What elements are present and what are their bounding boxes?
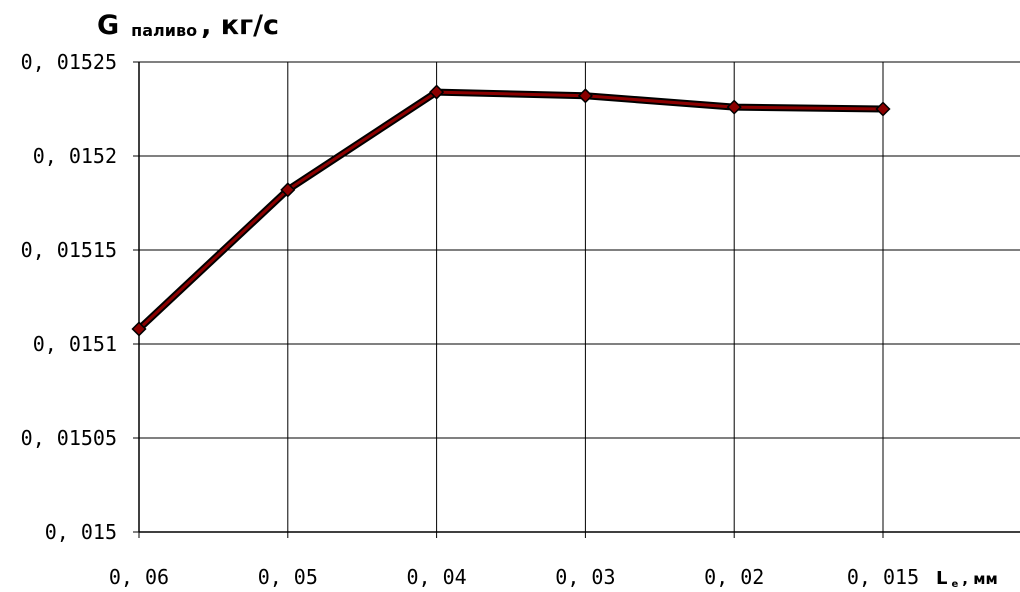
y-tick-labels: 0, 015 0, 01505 0, 0151 0, 01515 0, 0152 0, 0… xyxy=(21,50,117,544)
y-tick-label: 0, 01505 xyxy=(21,426,117,450)
grid xyxy=(133,61,1020,538)
series-line-outline xyxy=(136,88,884,332)
data-point-marker xyxy=(280,182,296,198)
data-point-marker xyxy=(875,101,891,117)
data-point-marker xyxy=(429,84,445,100)
series-layer xyxy=(131,84,891,337)
axes xyxy=(138,62,1020,533)
y-tick-label: 0, 0151 xyxy=(33,332,117,356)
y-tick-label: 0, 01525 xyxy=(21,50,117,74)
x-axis-title-subscript: е xyxy=(951,579,958,590)
y-axis-title-subscript: паливо xyxy=(131,21,197,40)
x-tick-labels: 0, 06 0, 05 0, 04 0, 03 0, 02 0, 015 xyxy=(109,565,919,589)
x-tick-label: 0, 05 xyxy=(258,565,318,589)
y-tick-label: 0, 0152 xyxy=(33,144,117,168)
data-point-marker xyxy=(577,88,593,104)
y-axis-title: G паливо , кг/с xyxy=(97,10,279,41)
x-tick-label: 0, 02 xyxy=(704,565,764,589)
x-axis-title: L е , мм xyxy=(936,568,998,591)
y-axis-title-unit: , кг/с xyxy=(201,10,279,41)
x-tick-label: 0, 06 xyxy=(109,565,169,589)
series-line xyxy=(137,90,884,331)
y-axis-title-main: G xyxy=(97,10,119,41)
x-axis-title-main: L xyxy=(936,568,947,589)
x-axis-title-unit: , мм xyxy=(962,570,997,588)
data-point-marker xyxy=(726,99,742,115)
x-tick-label: 0, 015 xyxy=(847,565,919,589)
data-point-marker xyxy=(131,321,147,337)
y-tick-label: 0, 015 xyxy=(45,520,117,544)
x-tick-label: 0, 03 xyxy=(555,565,615,589)
x-tick-label: 0, 04 xyxy=(406,565,466,589)
y-tick-label: 0, 01515 xyxy=(21,238,117,262)
